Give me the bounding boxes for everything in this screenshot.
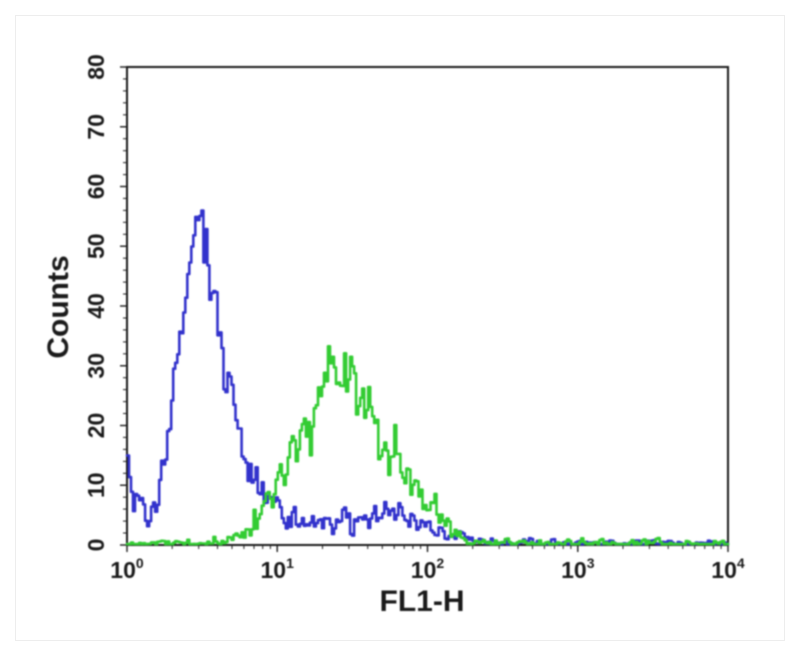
svg-text:104: 104 (711, 555, 745, 583)
svg-text:FL1-H: FL1-H (380, 585, 465, 618)
svg-text:20: 20 (83, 413, 109, 439)
svg-text:103: 103 (561, 555, 595, 583)
svg-text:30: 30 (83, 353, 109, 379)
svg-text:100: 100 (110, 555, 144, 583)
svg-text:70: 70 (83, 114, 109, 140)
svg-text:0: 0 (83, 539, 109, 552)
svg-text:40: 40 (83, 293, 109, 319)
svg-text:Counts: Counts (42, 255, 75, 358)
svg-text:60: 60 (83, 174, 109, 200)
svg-text:50: 50 (83, 233, 109, 259)
svg-text:101: 101 (261, 555, 295, 583)
svg-text:80: 80 (83, 54, 109, 80)
svg-text:102: 102 (411, 555, 445, 583)
svg-text:10: 10 (83, 472, 109, 498)
